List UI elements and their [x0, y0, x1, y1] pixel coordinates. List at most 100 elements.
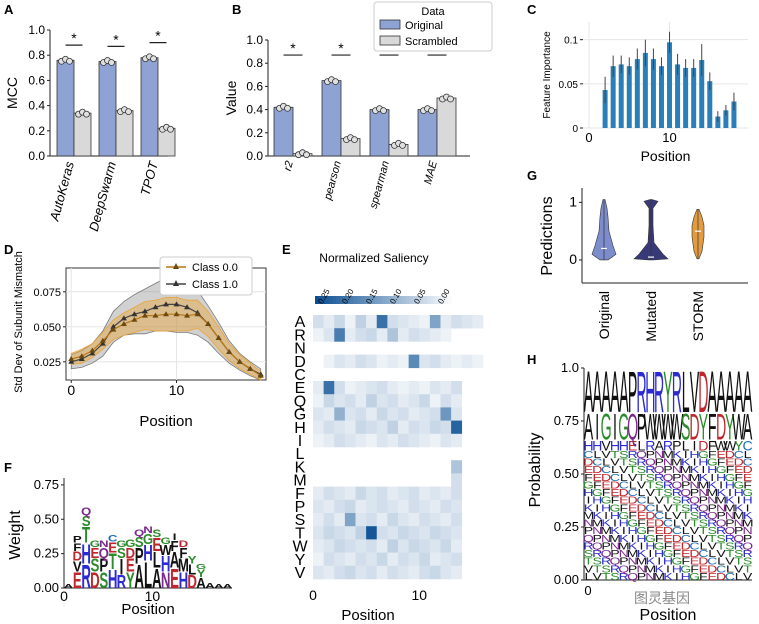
heatmap-cell — [323, 486, 335, 501]
logo-letter: D — [610, 479, 620, 491]
heatmap-cell — [398, 328, 409, 342]
logo-letter: L — [655, 502, 663, 514]
logo-letter: Y — [725, 407, 734, 448]
y-tick-label: 0.6 — [246, 79, 263, 93]
logo-letter: C — [742, 456, 752, 468]
y-tick-label: 0.025 — [33, 357, 61, 369]
colorbar-segment — [325, 296, 330, 304]
logo-letter: D — [698, 556, 708, 568]
colorbar-segment — [315, 296, 319, 304]
logo-letter: H — [601, 502, 611, 514]
logo-letter: Q — [733, 533, 744, 545]
logo-letter: H — [610, 437, 620, 453]
logo-letter: H — [143, 541, 153, 565]
logo-letter: E — [681, 548, 690, 560]
logo-letter: A — [584, 407, 594, 448]
logo-letter: V — [601, 437, 611, 453]
logo-letter: S — [152, 527, 161, 540]
logo-letter: Q — [583, 533, 594, 545]
x-tick-label: 10 — [662, 130, 676, 145]
logo-letter: D — [645, 510, 655, 522]
logo-letter: E — [601, 479, 610, 491]
logo-letter: T — [611, 449, 620, 461]
logo-letter: S — [610, 571, 619, 583]
legend-frame — [373, 1, 493, 52]
series-marker — [141, 308, 148, 314]
logo-letter: I — [684, 449, 688, 461]
y-tick-label: 0.2 — [28, 124, 45, 138]
logo-letter: H — [742, 495, 752, 507]
logo-letter: R — [734, 540, 744, 552]
axis-title: Value — [223, 80, 239, 115]
bar-original — [321, 80, 342, 157]
heatmap-cell — [344, 354, 356, 369]
heatmap-cell — [408, 394, 420, 408]
heatmap-cell — [451, 499, 463, 514]
colorbar-segment — [318, 296, 323, 304]
y-tick-label: 0.6 — [28, 73, 45, 87]
heatmap-cell — [398, 486, 409, 501]
logo-letter: N — [161, 569, 171, 593]
heatmap-cell — [451, 539, 463, 553]
logo-letter: P — [637, 571, 646, 583]
logo-letter: G — [609, 502, 620, 514]
heatmap-cell — [398, 394, 409, 408]
logo-letter: G — [733, 479, 744, 491]
logo-letter: S — [91, 557, 100, 576]
series-marker — [173, 301, 180, 307]
heatmap-cell — [440, 328, 452, 342]
heatmap-cell — [366, 407, 378, 421]
colorbar-segment — [339, 296, 344, 304]
data-point — [108, 59, 115, 66]
logo-letter: Y — [663, 360, 672, 426]
logo-letter: K — [619, 533, 629, 545]
logo-letter: H — [707, 464, 717, 476]
logo-letter: K — [699, 472, 709, 484]
logo-letter: Q — [592, 540, 603, 552]
logo-letter: S — [707, 525, 716, 537]
logo-letter: C — [654, 510, 664, 522]
heatmap-cell — [419, 499, 431, 514]
logo-letter: N — [689, 479, 699, 491]
logo-letter: Q — [627, 407, 638, 448]
panel-letter-b: B — [232, 2, 241, 17]
logo-letter: N — [583, 517, 593, 529]
data-point — [332, 78, 339, 85]
heatmap-cell — [387, 552, 399, 567]
logo-letter: G — [671, 556, 682, 568]
series-marker — [99, 337, 106, 343]
logo-letter: I — [737, 495, 741, 507]
panel-a-mcc-chart: 0.0 0.2 0.4 0.6 0.8 1.0 * AutoKeras * DeepSwarm * T… — [4, 23, 176, 233]
panel-h-probability-logo: 0.000.250.500.751.0ProbabilityLVTSRQPNMK… — [527, 360, 753, 624]
logo-letter: N — [716, 502, 726, 514]
heatmap-cell — [366, 486, 378, 501]
logo-letter: G — [161, 537, 171, 547]
logo-letter: A — [593, 360, 603, 426]
logo-letter: F — [664, 540, 673, 552]
logo-letter: S — [654, 479, 663, 491]
logo-letter: M — [671, 456, 683, 468]
heatmap-cell — [451, 565, 463, 580]
row-label: P — [295, 499, 306, 516]
heatmap-cell — [366, 526, 378, 540]
heatmap-cell — [334, 539, 346, 553]
bar-original — [98, 61, 117, 157]
heatmap-cell — [419, 407, 431, 421]
heatmap-cell — [408, 552, 420, 567]
logo-letter: Q — [645, 456, 656, 468]
heatmap-cell — [344, 407, 356, 421]
colorbar-segment — [346, 296, 351, 304]
axis-title: Position — [341, 607, 394, 624]
heatmap-cell — [334, 394, 346, 408]
logo-letter: W — [670, 407, 684, 448]
logo-letter: K — [610, 525, 620, 537]
heatmap-cell — [387, 420, 399, 435]
logo-letter: Q — [663, 472, 674, 484]
series-marker — [163, 311, 169, 317]
category-label: TPOT — [137, 159, 161, 197]
importance-bar — [667, 42, 673, 128]
colorbar-segment — [399, 296, 403, 304]
y-tick-label: 0.2 — [246, 126, 263, 140]
logo-letter: T — [109, 549, 117, 573]
data-point — [399, 141, 406, 149]
